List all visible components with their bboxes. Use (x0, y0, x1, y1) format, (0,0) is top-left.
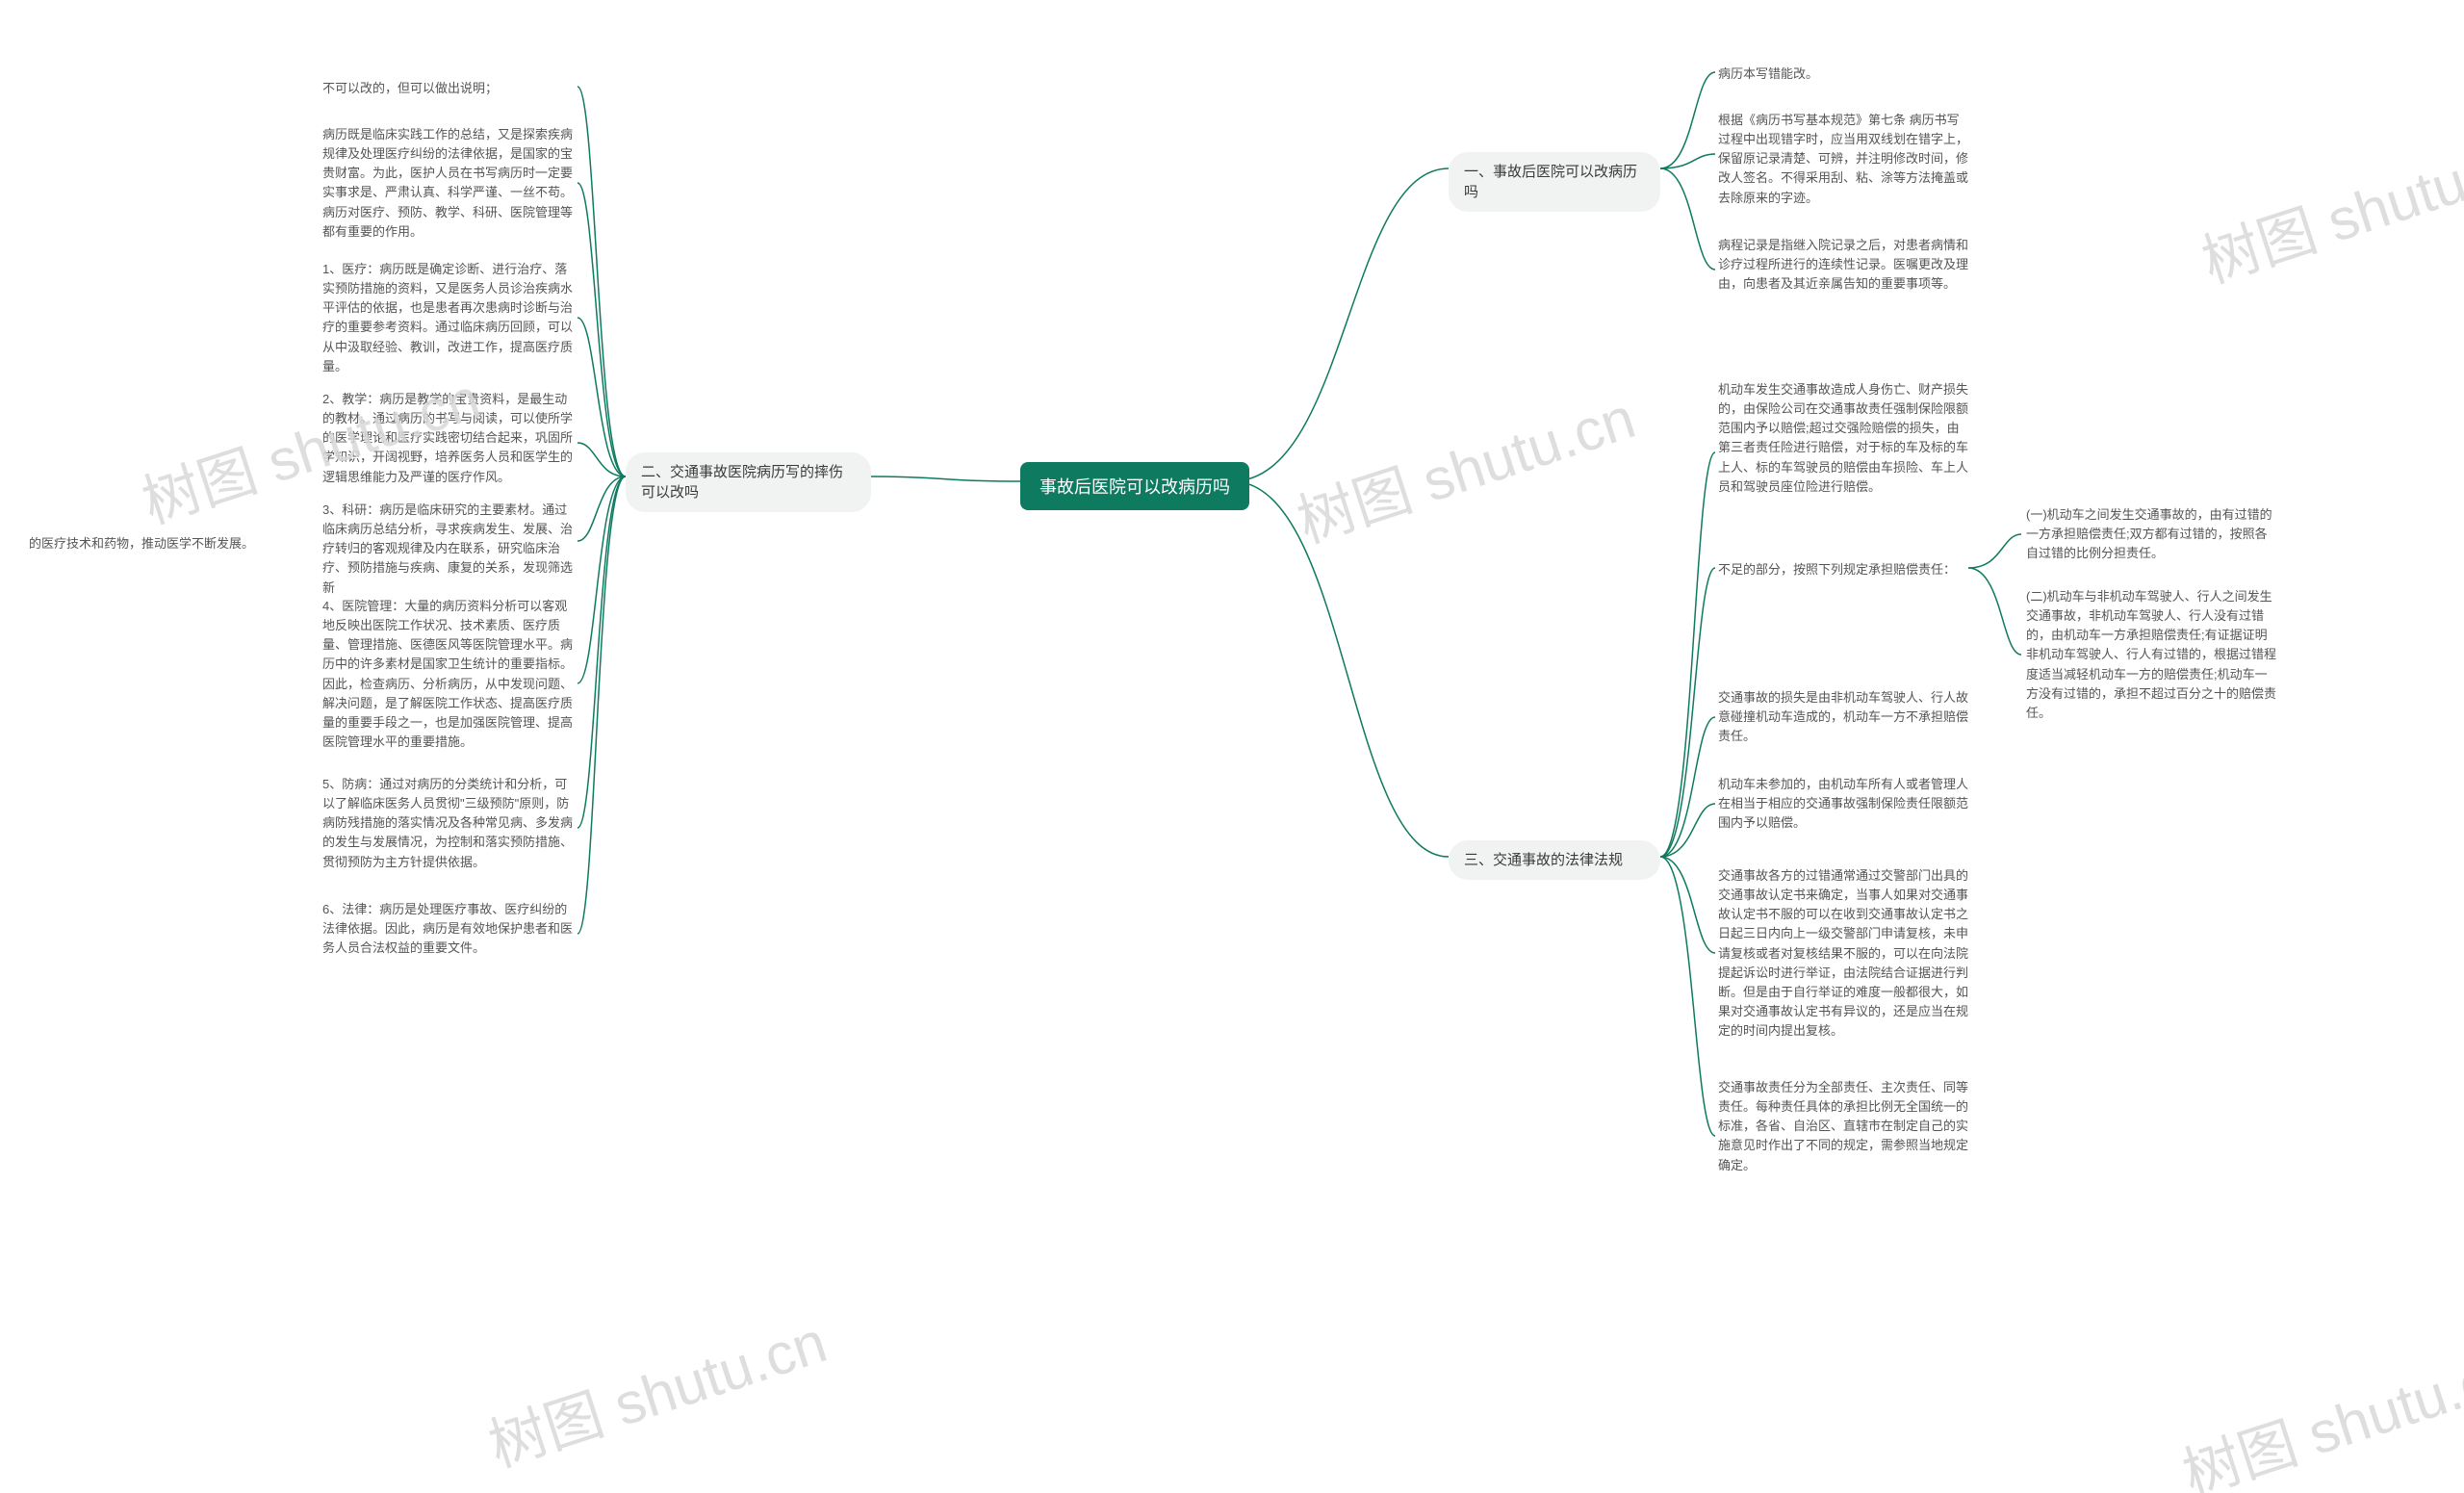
branch3-leaf-5: 交通事故责任分为全部责任、主次责任、同等责任。每种责任具体的承担比例无全国统一的… (1718, 1078, 1968, 1175)
root-node[interactable]: 事故后医院可以改病历吗 (1020, 462, 1249, 510)
branch1-leaf-2: 病程记录是指继入院记录之后，对患者病情和诊疗过程所进行的连续性记录。医嘱更改及理… (1718, 236, 1968, 294)
branch2-leaf-1: 病历既是临床实践工作的总结，又是探索疾病规律及处理医疗纠纷的法律依据，是国家的宝… (322, 125, 573, 242)
branch3-leaf-3: 机动车未参加的，由机动车所有人或者管理人在相当于相应的交通事故强制保险责任限额范… (1718, 775, 1968, 833)
branch-3-label: 三、交通事故的法律法规 (1464, 852, 1623, 868)
branch2-orphan-left: 的医疗技术和药物，推动医学不断发展。 (29, 534, 318, 553)
branch-2[interactable]: 二、交通事故医院病历写的摔伤可以改吗 (626, 452, 871, 512)
branch-3[interactable]: 三、交通事故的法律法规 (1449, 840, 1660, 880)
branch3-leaf-1: 不足的部分，按照下列规定承担赔偿责任： (1718, 560, 1968, 579)
branch3-leaf-2: 交通事故的损失是由非机动车驾驶人、行人故意碰撞机动车造成的，机动车一方不承担赔偿… (1718, 688, 1968, 746)
watermark: 树图 shutu.cn (2190, 112, 2464, 299)
branch2-leaf-6: 5、防病：通过对病历的分类统计和分析，可以了解临床医务人员贯彻"三级预防"原则，… (322, 775, 573, 872)
watermark: 树图 shutu.cn (1285, 372, 1644, 559)
branch2-leaf-3: 2、教学：病历是教学的宝贵资料，是最生动的教材。通过病历的书写与阅读，可以使所学… (322, 390, 573, 487)
branch2-leaf-5: 4、医院管理：大量的病历资料分析可以客观地反映出医院工作状况、技术素质、医疗质量… (322, 597, 573, 752)
branch-1[interactable]: 一、事故后医院可以改病历吗 (1449, 152, 1660, 212)
branch3-leaf-0: 机动车发生交通事故造成人身伤亡、财产损失的，由保险公司在交通事故责任强制保险限额… (1718, 380, 1968, 497)
branch2-leaf-0: 不可以改的，但可以做出说明； (322, 79, 573, 98)
branch2-leaf-2: 1、医疗：病历既是确定诊断、进行治疗、落实预防措施的资料，又是医务人员诊治疾病水… (322, 260, 573, 376)
branch1-leaf-1: 根据《病历书写基本规范》第七条 病历书写过程中出现错字时，应当用双线划在错字上，… (1718, 111, 1968, 208)
watermark: 树图 shutu.cn (2170, 1325, 2464, 1493)
watermark: 树图 shutu.cn (476, 1296, 835, 1483)
branch-2-label: 二、交通事故医院病历写的摔伤可以改吗 (641, 464, 843, 501)
branch2-leaf-4: 3、科研：病历是临床研究的主要素材。通过临床病历总结分析，寻求疾病发生、发展、治… (322, 501, 573, 598)
branch3-sub-1: (二)机动车与非机动车驾驶人、行人之间发生交通事故，非机动车驾驶人、行人没有过错… (2026, 587, 2276, 723)
branch3-leaf-4: 交通事故各方的过错通常通过交警部门出具的交通事故认定书来确定，当事人如果对交通事… (1718, 866, 1968, 1041)
branch1-leaf-0: 病历本写错能改。 (1718, 64, 1968, 84)
mindmap-canvas: 事故后医院可以改病历吗 一、事故后医院可以改病历吗 病历本写错能改。 根据《病历… (0, 0, 2464, 1493)
branch3-sub-0: (一)机动车之间发生交通事故的，由有过错的一方承担赔偿责任;双方都有过错的，按照… (2026, 505, 2276, 563)
branch2-leaf-7: 6、法律：病历是处理医疗事故、医疗纠纷的法律依据。因此，病历是有效地保护患者和医… (322, 900, 573, 958)
branch-1-label: 一、事故后医院可以改病历吗 (1464, 164, 1637, 200)
root-label: 事故后医院可以改病历吗 (1040, 477, 1230, 497)
